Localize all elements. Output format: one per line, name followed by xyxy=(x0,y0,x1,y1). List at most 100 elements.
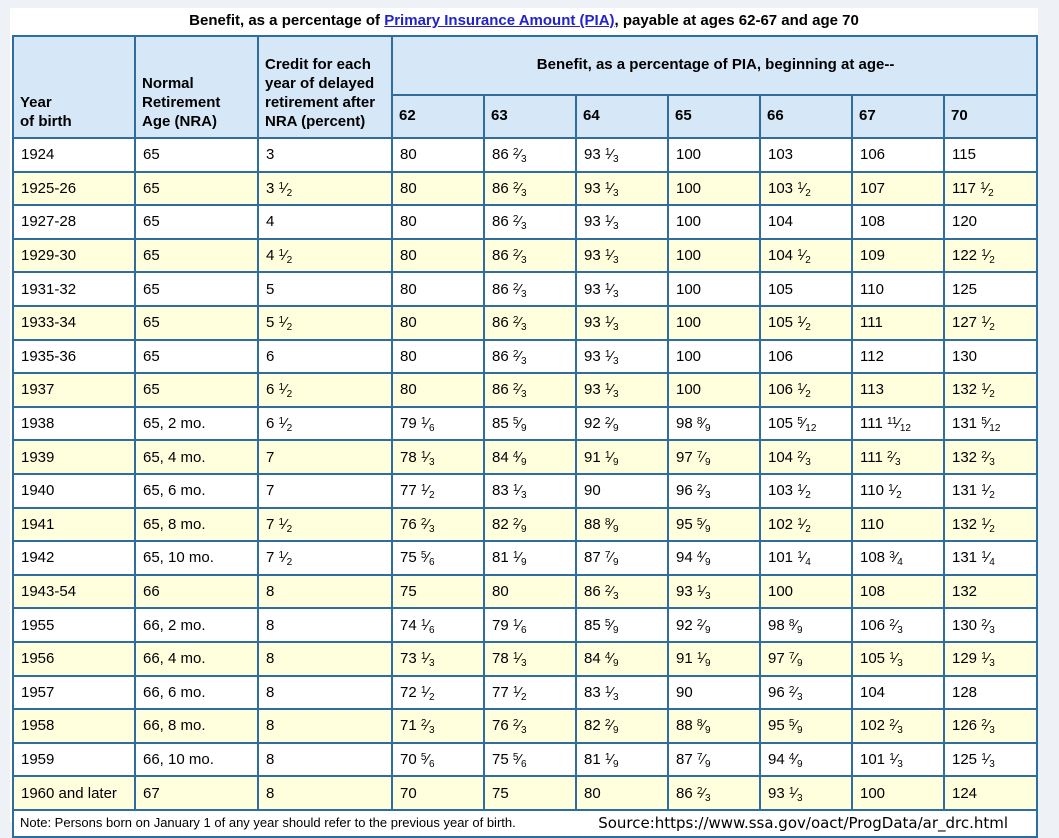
benefit-cell-age-64: 84 4⁄9 xyxy=(575,640,669,677)
pia-link[interactable]: Primary Insurance Amount (PIA) xyxy=(384,12,615,29)
benefit-cell-age-67: 100 xyxy=(851,775,945,811)
nra-cell: 66, 2 mo. xyxy=(134,607,259,643)
credit-cell: 7 xyxy=(257,472,393,509)
nra-cell: 65, 10 mo. xyxy=(134,540,259,576)
benefit-cell-age-70: 132 xyxy=(942,573,1039,610)
nra-cell: 65, 2 mo. xyxy=(134,405,259,442)
benefit-cell-age-66: 106 1⁄2 xyxy=(759,372,853,408)
benefit-cell-age-70: 125 1⁄3 xyxy=(942,741,1039,778)
benefit-cell-age-63: 80 xyxy=(483,573,577,610)
credit-cell: 8 xyxy=(257,674,393,711)
benefit-cell-age-63: 75 5⁄6 xyxy=(483,741,577,778)
credit-cell: 6 1⁄2 xyxy=(257,372,393,408)
benefit-cell-age-66: 104 xyxy=(759,204,853,240)
benefit-cell-age-67: 108 xyxy=(851,573,945,610)
benefit-cell-age-64: 93 1⁄3 xyxy=(575,237,669,274)
benefit-cell-age-63: 77 1⁄2 xyxy=(483,674,577,711)
year-cell: 1935-36 xyxy=(12,338,136,375)
benefit-cell-age-65: 100 xyxy=(667,271,761,307)
benefit-cell-age-66: 102 1⁄2 xyxy=(759,506,853,543)
year-cell: 1931-32 xyxy=(12,271,136,307)
benefit-cell-age-67: 110 xyxy=(851,271,945,307)
year-cell: 1929-30 xyxy=(12,237,136,274)
benefit-cell-age-70: 117 1⁄2 xyxy=(942,170,1039,207)
header-row-ages: 62 63 64 65 66 67 70 xyxy=(13,94,1039,139)
year-cell: 1942 xyxy=(12,540,136,576)
benefit-cell-age-66: 106 xyxy=(759,338,853,375)
benefit-cell-age-64: 88 8⁄9 xyxy=(575,506,669,543)
benefit-cell-age-65: 97 7⁄9 xyxy=(667,439,761,475)
benefit-cell-age-70: 128 xyxy=(942,674,1039,711)
benefit-cell-age-65: 94 4⁄9 xyxy=(667,540,761,576)
benefit-cell-age-66: 96 2⁄3 xyxy=(759,674,853,711)
nra-cell: 65, 4 mo. xyxy=(134,439,259,475)
benefit-cell-age-64: 93 1⁄3 xyxy=(575,204,669,240)
benefit-cell-age-67: 110 1⁄2 xyxy=(851,472,945,509)
benefit-cell-age-62: 80 xyxy=(391,271,485,307)
benefit-cell-age-64: 86 2⁄3 xyxy=(575,573,669,610)
benefit-cell-age-66: 103 1⁄2 xyxy=(759,472,853,509)
year-cell: 1940 xyxy=(12,472,136,509)
benefit-cell-age-67: 109 xyxy=(851,237,945,274)
column-header-credit: Credit for each year of delayed retireme… xyxy=(257,35,393,139)
benefit-cell-age-70: 129 1⁄3 xyxy=(942,640,1039,677)
credit-cell: 6 xyxy=(257,338,393,375)
table-row: 1939 65, 4 mo. 7 78 1⁄3 84 4⁄9 91 1⁄9 97 7⁄9 10… xyxy=(12,439,1039,475)
source-text: Source:https://www.ssa.gov/oact/ProgData… xyxy=(598,813,1009,832)
benefit-cell-age-64: 81 1⁄9 xyxy=(575,741,669,778)
table-row: 1955 66, 2 mo. 8 74 1⁄6 79 1⁄6 85 5⁄9 92 2⁄9 98… xyxy=(12,607,1039,643)
benefit-cell-age-70: 122 1⁄2 xyxy=(942,237,1039,274)
group-header-benefit-ages: Benefit, as a percentage of PIA, beginni… xyxy=(390,35,1039,96)
benefit-cell-age-70: 125 xyxy=(942,271,1039,307)
benefit-cell-age-65: 100 xyxy=(667,304,761,341)
header-row-groups: Year of birth Normal Retirement Age (NRA… xyxy=(12,35,1039,139)
table-row: 1937 65 6 1⁄2 80 86 2⁄3 93 1⁄3 100 106 1⁄2 113 13… xyxy=(12,372,1039,408)
benefit-cell-age-62: 80 xyxy=(391,237,485,274)
note-text: Note: Persons born on January 1 of any y… xyxy=(20,815,516,831)
credit-cell: 7 1⁄2 xyxy=(257,540,393,576)
nra-cell: 65 xyxy=(134,170,259,207)
credit-cell: 8 xyxy=(257,607,393,643)
nra-cell: 66 xyxy=(134,573,259,610)
column-header-age-63: 63 xyxy=(483,94,577,139)
benefit-cell-age-63: 75 xyxy=(483,775,577,811)
benefit-cell-age-64: 83 1⁄3 xyxy=(575,674,669,711)
benefit-cell-age-66: 105 xyxy=(759,271,853,307)
benefit-cell-age-65: 86 2⁄3 xyxy=(667,775,761,811)
benefit-cell-age-62: 78 1⁄3 xyxy=(391,439,485,475)
credit-cell: 3 1⁄2 xyxy=(257,170,393,207)
benefit-cell-age-62: 73 1⁄3 xyxy=(391,640,485,677)
nra-cell: 66, 10 mo. xyxy=(134,741,259,778)
benefit-cell-age-65: 100 xyxy=(667,338,761,375)
benefit-cell-age-63: 84 4⁄9 xyxy=(483,439,577,475)
credit-cell: 8 xyxy=(257,640,393,677)
benefit-cell-age-62: 71 2⁄3 xyxy=(391,708,485,744)
benefit-cell-age-70: 131 1⁄2 xyxy=(942,472,1039,509)
benefit-cell-age-70: 115 xyxy=(942,137,1039,173)
benefit-cell-age-70: 124 xyxy=(942,775,1039,811)
content-area: Benefit, as a percentage of Primary Insu… xyxy=(10,8,1039,838)
benefit-cell-age-63: 86 2⁄3 xyxy=(483,338,577,375)
benefit-cell-age-70: 132 1⁄2 xyxy=(942,372,1039,408)
column-header-age-65: 65 xyxy=(667,94,761,139)
year-cell: 1925-26 xyxy=(12,170,136,207)
credit-cell: 8 xyxy=(257,573,393,610)
benefit-cell-age-67: 104 xyxy=(851,674,945,711)
benefit-cell-age-67: 112 xyxy=(851,338,945,375)
footer-wrap: Note: Persons born on January 1 of any y… xyxy=(14,811,1036,836)
year-cell: 1927-28 xyxy=(12,204,136,240)
table-row: 1941 65, 8 mo. 7 1⁄2 76 2⁄3 82 2⁄9 88 8⁄9 95 5… xyxy=(12,506,1039,543)
benefit-cell-age-63: 86 2⁄3 xyxy=(483,137,577,173)
year-cell: 1960 and later xyxy=(12,775,136,811)
benefit-cell-age-65: 96 2⁄3 xyxy=(667,472,761,509)
nra-cell: 65, 8 mo. xyxy=(134,506,259,543)
table-row: 1938 65, 2 mo. 6 1⁄2 79 1⁄6 85 5⁄9 92 2⁄9 98 8… xyxy=(12,405,1039,442)
benefit-cell-age-66: 104 2⁄3 xyxy=(759,439,853,475)
title-text-suffix: , payable at ages 62-67 and age 70 xyxy=(614,12,859,29)
benefit-cell-age-64: 92 2⁄9 xyxy=(575,405,669,442)
benefit-cell-age-66: 95 5⁄9 xyxy=(759,708,853,744)
credit-cell: 6 1⁄2 xyxy=(257,405,393,442)
credit-cell: 7 xyxy=(257,439,393,475)
benefit-cell-age-63: 83 1⁄3 xyxy=(483,472,577,509)
benefit-cell-age-65: 100 xyxy=(667,137,761,173)
